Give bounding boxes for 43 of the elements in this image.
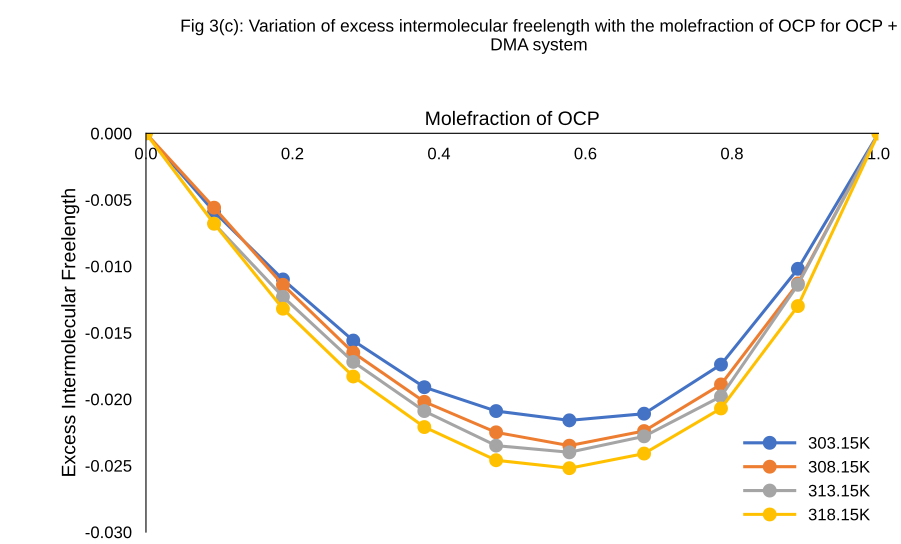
point <box>489 425 504 440</box>
y-axis-title: Excess Intermolecular Freelength <box>61 189 80 476</box>
point <box>346 370 360 384</box>
point <box>207 200 222 215</box>
point <box>276 278 290 292</box>
point <box>346 354 360 369</box>
point <box>489 438 504 453</box>
point <box>346 334 360 348</box>
y-tick-label: -0.015 <box>86 327 132 339</box>
y-tick-label: -0.025 <box>86 460 132 472</box>
point <box>714 390 728 404</box>
chart-title: Fig 3(c): Variation of excess intermolecular freelength with the molefraction of OCP for OCP + DMA system <box>182 19 897 54</box>
point <box>276 302 290 316</box>
legend-label: 318.15K <box>808 508 870 520</box>
y-tick-label: -0.010 <box>86 260 132 272</box>
y-tick-label: 0.000 <box>91 128 132 140</box>
point <box>562 461 576 476</box>
x-tick-label: 0.4 <box>428 148 450 160</box>
point <box>417 420 432 434</box>
x-axis-title: Molefraction of OCP <box>426 110 599 126</box>
point <box>417 380 432 394</box>
legend-label: 308.15K <box>808 460 870 473</box>
point <box>417 404 432 418</box>
point <box>637 429 652 444</box>
point <box>637 446 652 461</box>
legend-label: 313.15K <box>808 484 870 497</box>
point <box>489 404 504 418</box>
x-tick-label: 0.2 <box>282 148 304 160</box>
legend-label: 303.15K <box>808 436 870 449</box>
point <box>790 299 805 314</box>
point <box>562 445 576 460</box>
y-tick-label: -0.005 <box>86 194 132 206</box>
point <box>714 358 728 372</box>
point <box>637 406 652 421</box>
point <box>714 401 728 416</box>
point <box>276 290 290 304</box>
y-tick-label: -0.030 <box>86 526 132 538</box>
y-tick-label: -0.020 <box>86 394 132 406</box>
point <box>790 262 805 276</box>
point <box>562 413 576 428</box>
point <box>489 453 504 468</box>
x-tick-label: 0.8 <box>721 148 743 160</box>
x-tick-label: 0.6 <box>574 148 596 160</box>
